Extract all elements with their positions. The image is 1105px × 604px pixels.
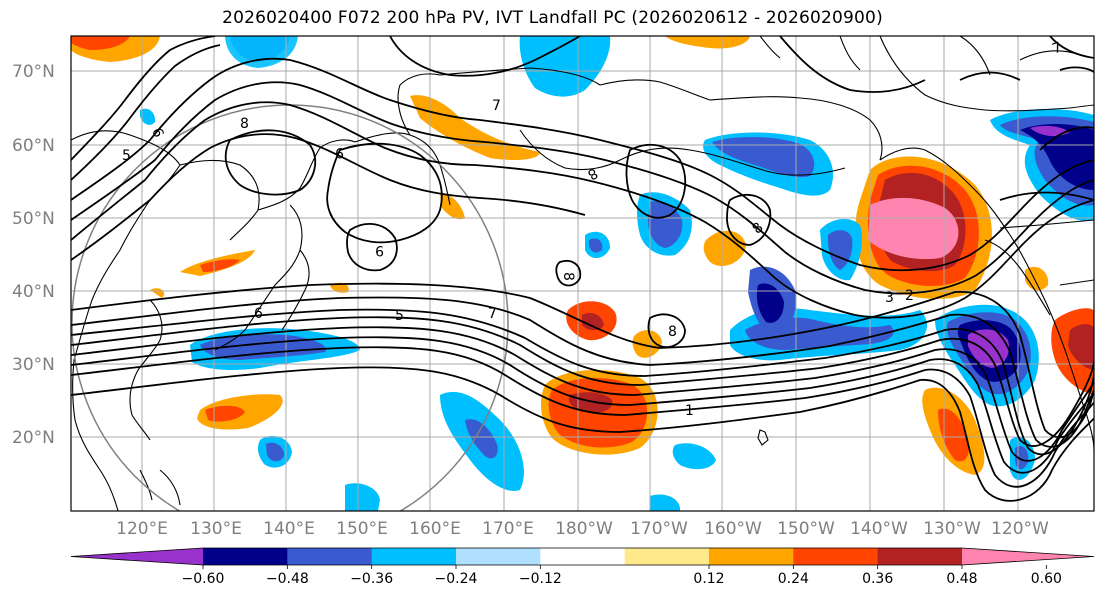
contour-label: 9 — [375, 242, 384, 258]
anomaly-patch-neg-sw-small-core — [589, 238, 603, 253]
anomaly-patch-neg-subtropic-5 — [672, 443, 716, 470]
anomaly-patch-neg-west — [140, 108, 156, 125]
colorbar-segment — [709, 548, 794, 565]
colorbar-segment — [203, 548, 288, 565]
anomaly-patch-north-china-core — [200, 259, 240, 272]
anomaly-patch-neg-subtropic-4 — [650, 494, 680, 511]
contour-label: 5 — [395, 308, 404, 324]
colorbar-tick-label: 0.48 — [946, 571, 977, 587]
anomaly-patch-west-pacific-core — [205, 405, 245, 422]
anomaly-patch-arctic-mid — [665, 36, 750, 49]
contour-labels: 6 8 9 7 8 9 8 8 5 7 8 6 1 2 3 5 7 — [122, 39, 1064, 419]
lon-label: 150°W — [777, 519, 835, 539]
colorbar-tick-label: 0.24 — [778, 571, 809, 587]
anomaly-patch-neg-arctic-outer — [225, 36, 298, 68]
colorbar-segment — [540, 548, 626, 565]
colorbar-segment — [877, 548, 963, 565]
map-border — [70, 35, 1095, 512]
colorbar-tick-label: 0.60 — [1031, 571, 1062, 587]
anomaly-patch-arctic-west-core — [71, 36, 130, 50]
contour-label: 8 — [240, 116, 249, 132]
lon-label: 160°W — [704, 519, 762, 539]
contour-label: 8 — [560, 272, 576, 281]
pv-contours — [71, 36, 1094, 502]
contour-label: 5 — [122, 148, 131, 164]
anomaly-patch-neg-pacific-trough-core — [756, 283, 784, 323]
anomaly-patch-neg-subtropic-3 — [345, 483, 380, 511]
lon-label: 170°E — [482, 519, 534, 539]
lon-label: 150°E — [336, 519, 388, 539]
colorbar: −0.60 −0.48 −0.36 −0.24 −0.12 0.12 0.24 0.36 0.4… — [70, 547, 1095, 587]
anomaly-patch-neg-california-max — [968, 329, 1010, 368]
lat-label: 40°N — [12, 282, 55, 302]
anomaly-patch-gulf-alaska-max — [868, 197, 959, 260]
anomaly-patch-neg-subtropic-2-core — [266, 442, 285, 462]
colorbar-tick-label: −0.12 — [519, 571, 562, 587]
contour-label: 9 — [335, 144, 344, 160]
lon-label: 140°E — [263, 519, 315, 539]
anomaly-patch-neg-aleutian-core — [712, 136, 815, 178]
colorbar-segment — [287, 548, 373, 565]
contour-label: 7 — [492, 98, 501, 114]
colorbar-segment — [456, 548, 541, 565]
contour-label: 3 — [885, 290, 894, 306]
lon-label: 120°W — [991, 519, 1049, 539]
lon-label: 160°E — [409, 519, 461, 539]
colorbar-tick-label: −0.36 — [350, 571, 393, 587]
anomaly-patch-small-1-core — [582, 313, 604, 331]
anomaly-patch-neg-subtropic-1-core — [465, 419, 498, 459]
lon-label: 140°W — [850, 519, 908, 539]
colorbar-tick-label: −0.48 — [266, 571, 309, 587]
lat-label: 70°N — [12, 62, 55, 82]
contour-label: 2 — [905, 288, 914, 304]
graticule — [71, 36, 1094, 511]
lat-label: 50°N — [12, 209, 55, 229]
anomaly-patch-baja-core — [1068, 324, 1094, 370]
colorbar-extend-min — [71, 548, 203, 565]
anomaly-patch-dateline-inner — [568, 392, 613, 413]
anomaly-patch-japan-east — [330, 282, 349, 293]
colorbar-tick-label: 0.36 — [862, 571, 893, 587]
anomaly-patch-subtropical-east-core — [938, 408, 970, 462]
anomaly-patch-neg-alaska-inner — [1020, 124, 1094, 190]
colorbar-tick-label: −0.24 — [435, 571, 478, 587]
lon-label: 120°E — [116, 519, 168, 539]
contour-label: 7 — [488, 306, 497, 322]
lon-label: 130°W — [923, 519, 981, 539]
anomaly-patch-japan-sea — [440, 194, 465, 220]
colorbar-segment — [371, 548, 457, 565]
anomaly-patch-neg-alaska-max — [1030, 125, 1070, 137]
contour-label: 8 — [668, 324, 677, 340]
lat-label: 30°N — [12, 355, 55, 375]
lon-label: 170°W — [630, 519, 688, 539]
colorbar-extend-max — [962, 548, 1094, 565]
longitude-axis: 120°E 130°E 140°E 150°E 160°E 170°E 180°… — [116, 519, 1049, 539]
anomaly-patch-neg-kamchatka — [519, 36, 611, 97]
contour-label: 6 — [254, 306, 263, 322]
latitude-axis: 70°N 60°N 50°N 40°N 30°N 20°N — [12, 62, 55, 448]
map-content: 6 8 9 7 8 9 8 8 5 7 8 6 1 2 3 5 7 — [71, 36, 1094, 511]
lat-label: 60°N — [12, 136, 55, 156]
contour-label: 1 — [685, 403, 694, 419]
colorbar-tick-label: −0.60 — [182, 571, 225, 587]
figure-title: 2026020400 F072 200 hPa PV, IVT Landfall… — [222, 8, 883, 28]
colorbar-segment — [624, 548, 710, 565]
lon-label: 130°E — [190, 519, 242, 539]
colorbar-segment — [793, 548, 879, 565]
lon-label: 180°W — [555, 519, 613, 539]
colorbar-tick-label: 0.12 — [693, 571, 724, 587]
anomaly-patch-small-2 — [632, 330, 662, 358]
lat-label: 20°N — [12, 428, 55, 448]
